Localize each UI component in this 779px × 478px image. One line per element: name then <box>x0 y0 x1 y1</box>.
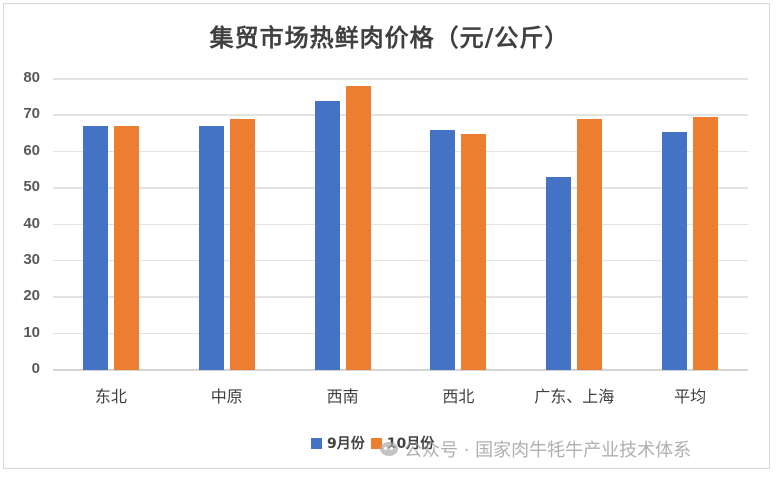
bar-sep <box>662 132 688 370</box>
gridline <box>53 332 748 335</box>
bar-oct <box>345 86 371 370</box>
bar-oct <box>693 116 719 370</box>
bar-sep <box>82 126 108 370</box>
legend: 9月份 10月份 <box>311 433 440 453</box>
x-tick-label: 平均 <box>674 387 707 406</box>
legend-swatch-icon <box>311 437 322 449</box>
y-tick-label: 70 <box>23 105 40 123</box>
gridline <box>53 296 748 298</box>
y-tick-label: 40 <box>23 214 40 232</box>
gridline <box>53 150 748 153</box>
watermark-text: 公众号 · 国家肉牛牦牛产业技术体系 <box>404 440 692 461</box>
x-tick-label: 东北 <box>94 387 127 406</box>
bar-sep <box>198 126 224 370</box>
bar-oct <box>461 133 487 370</box>
x-tick-label: 中原 <box>210 387 243 406</box>
gridline <box>53 223 748 225</box>
gridline <box>53 259 748 262</box>
y-tick-label: 20 <box>23 287 40 305</box>
gridline <box>53 114 748 116</box>
legend-label: 9月份 <box>327 436 365 452</box>
wechat-icon <box>380 442 398 456</box>
bar-sep <box>430 129 456 370</box>
watermark: 公众号 · 国家肉牛牦牛产业技术体系 <box>380 436 691 462</box>
gridline <box>53 187 748 189</box>
legend-item: 10月份 <box>370 433 435 453</box>
x-tick-label: 西北 <box>442 387 475 406</box>
y-tick-label: 30 <box>23 250 40 268</box>
legend-label: 10月份 <box>386 436 435 452</box>
x-tick-label: 广东、上海 <box>534 387 615 406</box>
y-tick-label: 80 <box>23 69 40 86</box>
y-tick-label: 50 <box>23 178 40 196</box>
chart-title: 集贸市场热鲜肉价格（元/公斤） <box>209 23 570 52</box>
bar-oct <box>577 119 603 370</box>
legend-item: 9月份 <box>311 433 365 453</box>
bar-sep <box>314 100 340 370</box>
y-tick-label: 60 <box>23 141 40 159</box>
y-tick-label: 0 <box>31 360 40 377</box>
bar-oct <box>113 126 139 370</box>
bar-sep <box>546 177 572 370</box>
bar-oct <box>229 119 255 370</box>
gridline <box>53 78 748 80</box>
legend-swatch-icon <box>370 437 382 449</box>
x-tick-label: 西南 <box>326 387 359 406</box>
x-axis-line <box>53 369 748 371</box>
y-tick-label: 10 <box>23 323 40 341</box>
